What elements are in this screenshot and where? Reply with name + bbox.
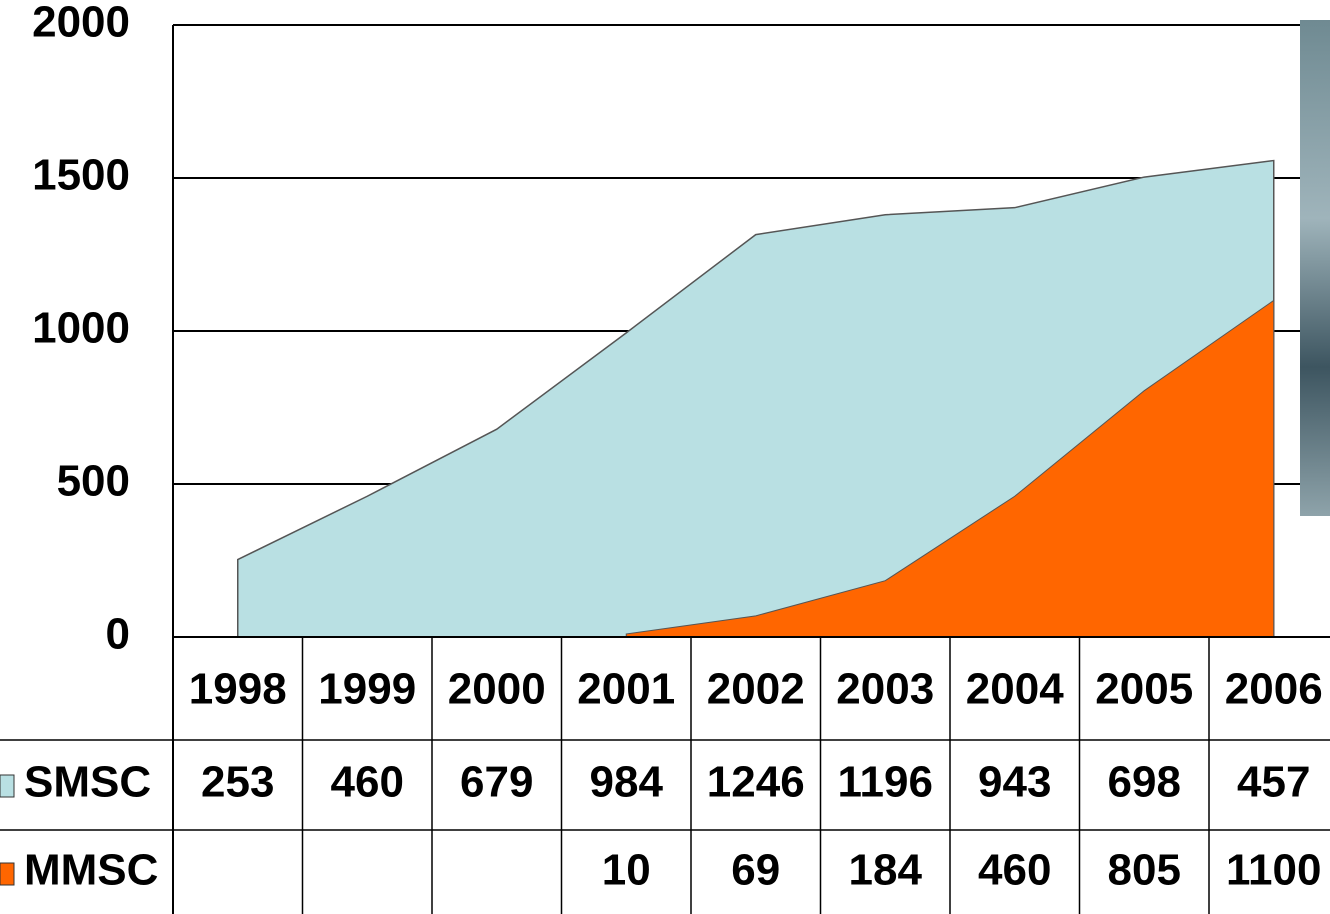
table-value: 10 — [602, 846, 651, 895]
y-tick-label: 1500 — [32, 151, 130, 200]
x-tick-label: 2003 — [836, 665, 934, 714]
table-value: 943 — [978, 758, 1051, 807]
x-tick-label: 2002 — [707, 665, 805, 714]
y-tick-label: 1000 — [32, 304, 130, 353]
table-value: 679 — [460, 758, 533, 807]
legend-swatch — [0, 862, 15, 886]
table-value: 698 — [1108, 758, 1181, 807]
table-value: 1246 — [707, 758, 805, 807]
x-tick-label: 2005 — [1095, 665, 1193, 714]
table-value: 460 — [331, 758, 404, 807]
table-value: 984 — [590, 758, 664, 807]
x-tick-label: 2004 — [966, 665, 1064, 714]
x-tick-label: 2006 — [1225, 665, 1323, 714]
table-value: 69 — [731, 846, 780, 895]
x-tick-label: 1998 — [189, 665, 287, 714]
table-value: 460 — [978, 846, 1051, 895]
table-value: 253 — [201, 758, 274, 807]
x-tick-label: 1999 — [318, 665, 416, 714]
table-value: 1100 — [1226, 846, 1321, 895]
table-value: 805 — [1108, 846, 1181, 895]
y-tick-label: 0 — [106, 610, 130, 659]
table-value: 457 — [1237, 758, 1310, 807]
x-tick-label: 2000 — [448, 665, 546, 714]
legend-swatch — [0, 774, 15, 798]
table-value: 184 — [849, 846, 923, 895]
y-tick-label: 2000 — [32, 0, 130, 47]
y-tick-label: 500 — [57, 457, 130, 506]
legend-label: SMSC — [24, 758, 151, 807]
table-value: 1196 — [838, 758, 933, 807]
x-tick-label: 2001 — [577, 665, 675, 714]
decorative-photo — [1300, 20, 1330, 516]
legend-label: MMSC — [24, 846, 158, 895]
